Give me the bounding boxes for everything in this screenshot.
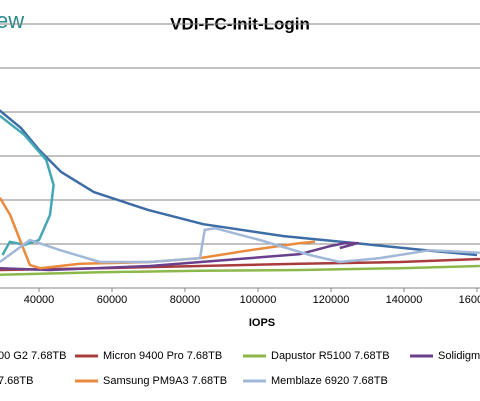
legend-label: Dapustor R5100 7.68TB [271,350,390,362]
x-tick-label: 100000 [240,294,277,306]
x-tick-label: 160000 [459,294,480,306]
legend-label: Memblaze 6920 7.68TB [271,375,388,387]
x-tick-label: 40000 [24,294,55,306]
logo: ew [0,8,24,33]
series-line [0,241,360,272]
series-line [0,114,55,256]
legend-label: Micron 9400 Pro 7.68TB [103,350,222,362]
series-line [0,226,480,264]
legend-label: Samsung PM9A3 7.68TB [103,375,227,387]
series-line [0,109,478,257]
legend-label: 00 G2 7.68TB [0,350,67,362]
x-tick-label: 140000 [386,294,423,306]
x-tick-label: 120000 [313,294,350,306]
x-tick-label: 60000 [97,294,128,306]
legend-label: 7.68TB [0,375,33,387]
x-tick-label: 80000 [170,294,201,306]
series-line [0,264,480,277]
legend-label: Solidigm [438,350,480,362]
series-line [0,197,316,270]
x-axis-label: IOPS [249,317,275,329]
